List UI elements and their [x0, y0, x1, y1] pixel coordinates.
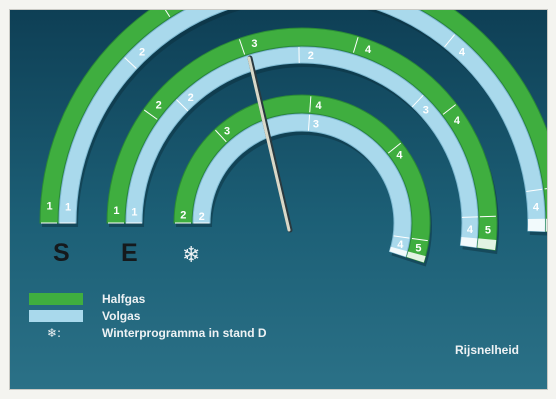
- gear-arcs: [39, 10, 547, 267]
- volgas-gear-label: 1: [131, 206, 137, 218]
- halfgas-gear-label: 2: [156, 99, 162, 111]
- volgas-band: [58, 10, 546, 232]
- legend-label-halfgas: Halfgas: [102, 292, 146, 306]
- gear-divider: [479, 215, 496, 218]
- halfgas-gear-label: 2: [180, 210, 186, 222]
- gear-divider: [307, 114, 311, 131]
- halfgas-gear-label: 4: [454, 115, 461, 127]
- gear-divider: [239, 39, 246, 55]
- volgas-gear-label: 3: [313, 118, 319, 130]
- legend-label-winter: Winterprogramma in stand D: [102, 326, 267, 340]
- volgas-gear-label: 2: [139, 46, 145, 58]
- gear-divider: [309, 96, 312, 113]
- legend-swatch-halfgas: [29, 293, 83, 305]
- gear-divider: [444, 34, 455, 48]
- gear-divider: [526, 188, 543, 192]
- halfgas-band: [106, 27, 498, 251]
- speed-pointer: [247, 56, 291, 232]
- gear-divider: [352, 37, 359, 53]
- gear-divider: [393, 235, 410, 239]
- legend-symbol-winter: ❄:: [47, 326, 61, 340]
- volgas-gear-label: 3: [423, 105, 429, 117]
- halfgas-band: [39, 10, 547, 233]
- gear-divider: [176, 99, 189, 112]
- halfgas-gear-label: 4: [396, 150, 403, 162]
- gear-divider: [143, 109, 158, 120]
- halfgas-gear-label: 5: [485, 224, 491, 236]
- halfgas-end-cap: [545, 218, 547, 232]
- volgas-gear-label: 4: [397, 239, 404, 251]
- volgas-gear-label: 4: [533, 202, 540, 214]
- volgas-gear-label: 4: [467, 224, 474, 236]
- gear-divider: [411, 94, 424, 108]
- halfgas-end-cap: [477, 238, 497, 251]
- legend-swatch-volgas: [29, 310, 83, 322]
- gear-labels: 1234123441234451223423445234: [41, 10, 547, 255]
- diagram-frame: 1234123441234451223423445234 S E ❄ Halfg…: [9, 9, 548, 390]
- halfgas-gear-label: 4: [365, 44, 372, 56]
- gear-divider: [387, 142, 402, 154]
- halfgas-end-cap: [406, 251, 426, 263]
- gear-divider: [442, 104, 457, 115]
- mode-letter-e: E: [121, 239, 138, 267]
- halfgas-gear-label: 3: [251, 38, 257, 50]
- halfgas-gear-label: 5: [415, 243, 421, 255]
- volgas-gear-label: 1: [65, 202, 71, 214]
- volgas-gear-label: 2: [188, 92, 194, 104]
- volgas-gear-label: 2: [308, 50, 314, 62]
- axis-label-rijsnelheid: Rijsnelheid: [455, 343, 519, 357]
- volgas-gear-label: 2: [199, 211, 205, 223]
- volgas-end-cap: [389, 246, 408, 257]
- halfgas-gear-label: 3: [224, 126, 230, 138]
- volgas-end-cap: [460, 236, 478, 248]
- shift-diagram: 1234123441234451223423445234 S E ❄ Halfg…: [10, 10, 547, 389]
- snowflake-icon: ❄: [182, 243, 200, 268]
- gear-divider: [215, 129, 227, 143]
- volgas-end-cap: [527, 218, 545, 232]
- mode-letter-s: S: [53, 239, 70, 267]
- halfgas-gear-label: 1: [47, 200, 53, 212]
- volgas-gear-label: 4: [459, 46, 466, 58]
- gear-divider: [411, 237, 428, 242]
- gear-divider: [124, 57, 137, 69]
- legend-label-volgas: Volgas: [102, 309, 141, 323]
- gear-divider: [164, 10, 171, 18]
- halfgas-gear-label: 4: [315, 100, 322, 112]
- gear-divider: [461, 216, 478, 218]
- halfgas-gear-label: 1: [113, 205, 119, 217]
